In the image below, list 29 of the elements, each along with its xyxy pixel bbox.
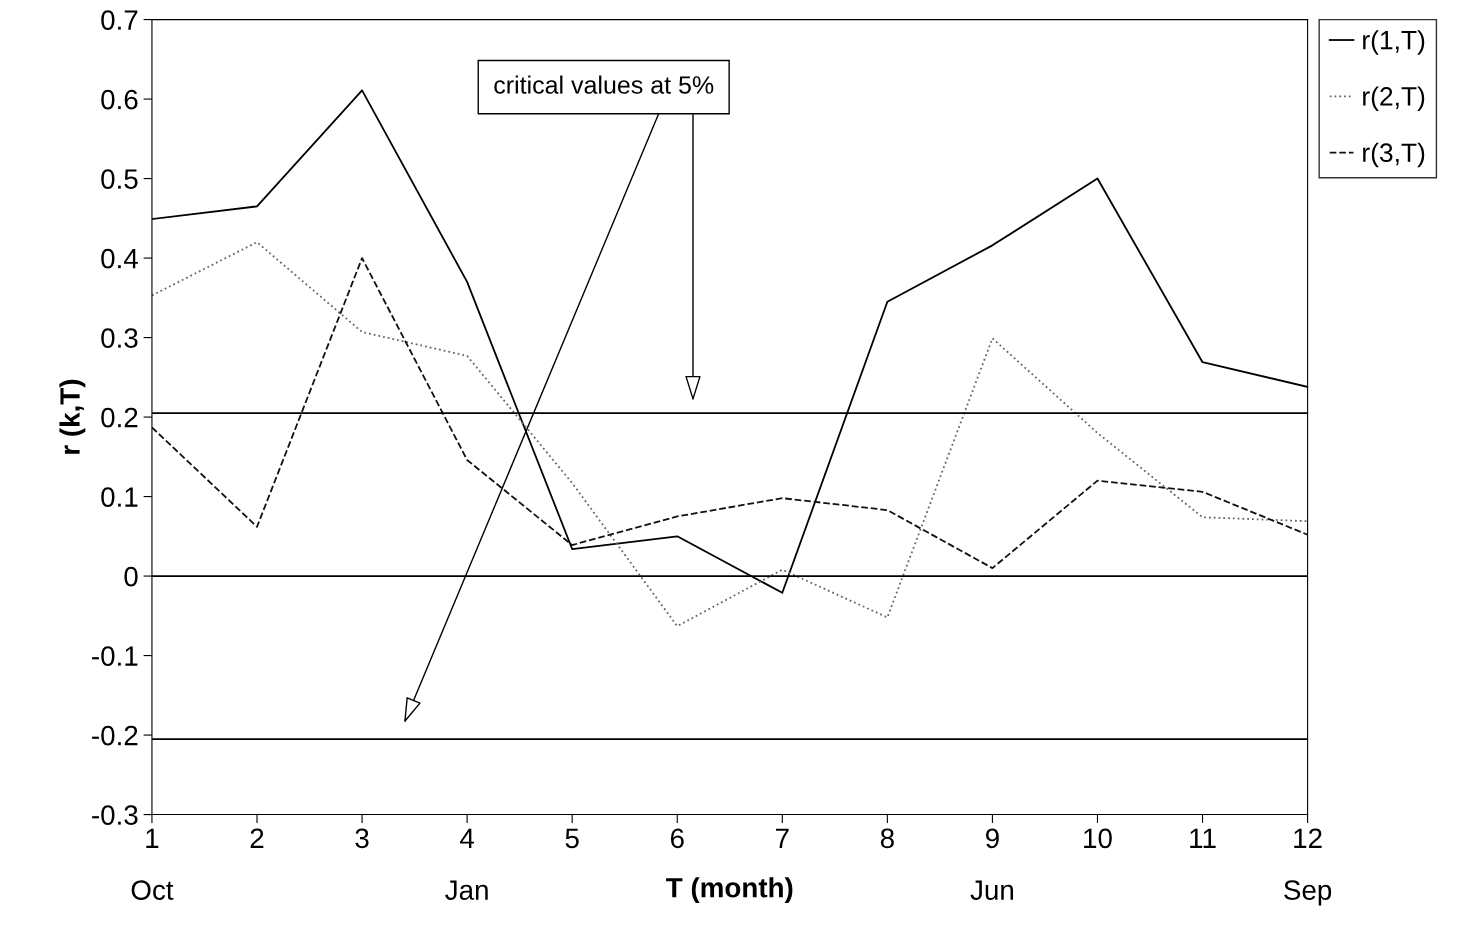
x-tick-label: 6 xyxy=(670,828,684,849)
y-axis-title: r (k,T) xyxy=(59,379,86,454)
x-tick-label: 10 xyxy=(1084,828,1112,849)
x-tick-label: 7 xyxy=(776,828,789,848)
y-tick-label: -0.1 xyxy=(92,646,138,666)
annotation: critical values at 5% xyxy=(494,75,714,94)
y-tick-label: 0.2 xyxy=(101,407,138,428)
x-tick-label: 4 Jan xyxy=(445,828,488,900)
x-tick-label: 12 Sep xyxy=(1284,828,1332,906)
legend-label: r(2,T) xyxy=(1363,86,1425,111)
legend-label: r(3,T) xyxy=(1363,142,1425,168)
x-axis-title: T (month) xyxy=(666,877,793,904)
y-tick-label: 0 xyxy=(124,566,138,587)
legend-label: r(1,T) xyxy=(1363,30,1425,55)
y-tick-label: 0.5 xyxy=(101,169,138,189)
x-tick-label: 8 xyxy=(880,828,894,849)
x-tick-label: 2 xyxy=(250,828,264,848)
x-tick-label: 11 xyxy=(1190,828,1216,848)
y-tick-label: -0.3 xyxy=(92,805,138,825)
y-tick-label: 0.1 xyxy=(101,487,138,507)
x-tick-label: 9 Jun xyxy=(970,828,1014,900)
y-tick-label: 0.6 xyxy=(101,89,138,110)
x-tick-label: 1 Oct xyxy=(131,828,174,900)
x-tick-label: 3 xyxy=(355,828,369,849)
y-tick-label: -0.2 xyxy=(92,725,138,746)
x-tick-label: 5 xyxy=(565,828,579,849)
y-tick-label: 0.7 xyxy=(101,10,138,30)
y-tick-label: 0.4 xyxy=(101,248,138,269)
y-tick-label: 0.3 xyxy=(101,328,138,348)
